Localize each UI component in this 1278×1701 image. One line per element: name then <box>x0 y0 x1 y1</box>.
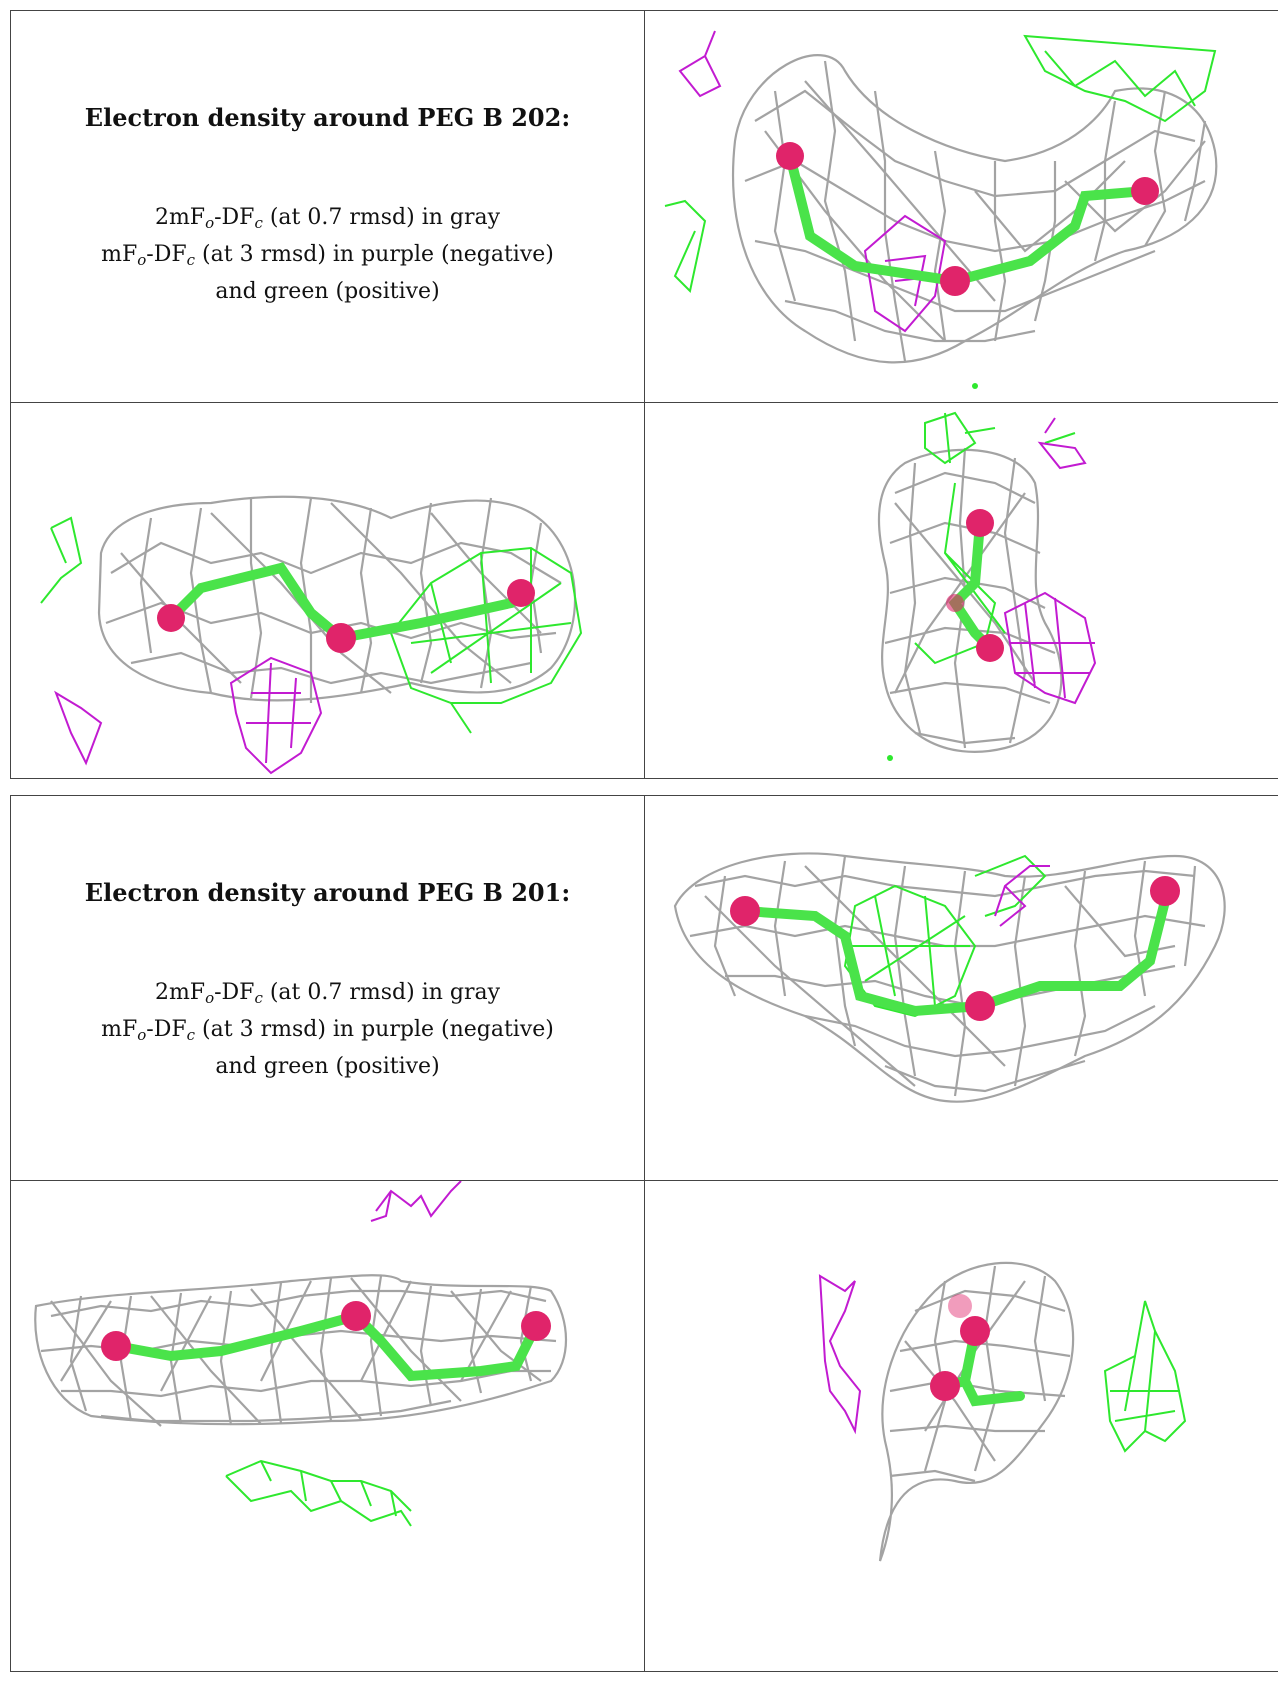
mesh-image-5 <box>34 1181 567 1527</box>
legend-text: 2mFo-DFc (at 0.7 rmsd) in gray mFo-DFc (… <box>101 977 554 1083</box>
mesh-image-3 <box>877 411 1097 761</box>
density-view-2 <box>10 403 644 779</box>
density-panel-peg-b-201: Electron density around PEG B 201: 2mFo-… <box>10 795 1278 1672</box>
legend-line-purple: mFo-DFc (at 3 rmsd) in purple (negative) <box>101 1017 554 1044</box>
caption-cell: Electron density around PEG B 202: 2mFo-… <box>10 11 644 403</box>
density-view-3 <box>644 403 1278 779</box>
mesh-image-2 <box>40 495 583 775</box>
panel-title: Electron density around PEG B 201: <box>84 878 571 907</box>
density-view-4 <box>644 796 1278 1181</box>
legend-line-green: and green (positive) <box>215 279 440 304</box>
mesh-image-4 <box>673 852 1226 1103</box>
panel-title: Electron density around PEG B 202: <box>84 103 571 132</box>
density-view-5 <box>10 1181 644 1672</box>
legend-text: 2mFo-DFc (at 0.7 rmsd) in gray mFo-DFc (… <box>101 202 554 308</box>
density-view-1 <box>644 11 1278 403</box>
legend-line-purple: mFo-DFc (at 3 rmsd) in purple (negative) <box>101 242 554 269</box>
density-panel-peg-b-202: Electron density around PEG B 202: 2mFo-… <box>10 10 1278 779</box>
caption-cell: Electron density around PEG B 201: 2mFo-… <box>10 796 644 1181</box>
mesh-image-1 <box>664 30 1218 389</box>
legend-line-gray: 2mFo-DFc (at 0.7 rmsd) in gray <box>154 205 501 232</box>
legend-line-green: and green (positive) <box>215 1054 440 1079</box>
legend-line-gray: 2mFo-DFc (at 0.7 rmsd) in gray <box>154 980 501 1007</box>
density-view-6 <box>644 1181 1278 1672</box>
mesh-image-6 <box>818 1261 1187 1562</box>
